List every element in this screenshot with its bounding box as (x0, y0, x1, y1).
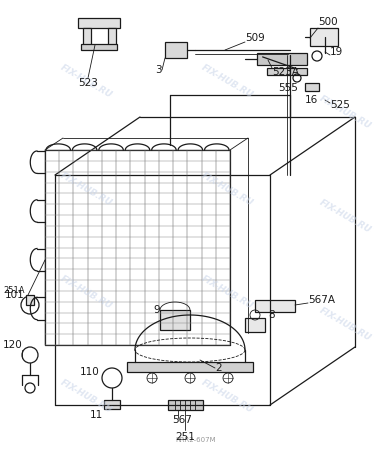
Bar (26, 295, 34, 305)
Bar (267, 68, 307, 75)
Text: 3: 3 (155, 65, 162, 75)
Bar (81, 44, 117, 50)
Bar (310, 28, 338, 46)
Text: FIX-HUB.RU: FIX-HUB.RU (200, 63, 255, 99)
Text: FIX-HUB.RU: FIX-HUB.RU (200, 274, 255, 311)
Text: 251A: 251A (3, 286, 24, 295)
Text: 567: 567 (172, 415, 192, 425)
Bar (83, 28, 91, 48)
Text: FIX-HUB.RU: FIX-HUB.RU (59, 274, 114, 311)
Bar (305, 83, 319, 91)
Text: 16: 16 (305, 95, 318, 105)
Text: 523A: 523A (272, 67, 299, 77)
Text: 101: 101 (5, 290, 25, 300)
Text: FIX-HUB.RU: FIX-HUB.RU (200, 171, 255, 207)
Bar (168, 400, 203, 410)
Bar (255, 300, 295, 312)
Text: FIX-HUB.RU: FIX-HUB.RU (59, 63, 114, 99)
Text: 11: 11 (90, 410, 103, 420)
Text: 120: 120 (3, 340, 23, 350)
Text: 9: 9 (153, 305, 160, 315)
Bar (257, 53, 307, 65)
Text: RRR2-607M: RRR2-607M (176, 437, 216, 443)
Bar (104, 400, 120, 409)
Text: 251: 251 (175, 432, 195, 442)
Bar (127, 362, 253, 372)
Text: 2: 2 (215, 363, 221, 373)
Bar (165, 42, 187, 58)
Text: FIX-HUB.RU: FIX-HUB.RU (318, 94, 372, 131)
Text: 110: 110 (80, 367, 100, 377)
Text: 567A: 567A (308, 295, 335, 305)
Text: FIX-HUB.RU: FIX-HUB.RU (59, 171, 114, 207)
Text: FIX-HUB.RU: FIX-HUB.RU (318, 198, 372, 234)
Text: 525: 525 (330, 100, 350, 110)
Text: 500: 500 (318, 17, 338, 27)
Text: 19: 19 (330, 47, 343, 57)
Text: 523: 523 (78, 78, 98, 88)
Text: FIX-HUB.RU: FIX-HUB.RU (59, 378, 114, 414)
Bar (160, 310, 190, 330)
Bar (78, 18, 120, 28)
Text: 509: 509 (245, 33, 265, 43)
Text: FIX-HUB.RU: FIX-HUB.RU (200, 378, 255, 414)
Bar (245, 318, 265, 332)
Text: 8: 8 (268, 310, 275, 320)
Bar (108, 28, 116, 48)
Text: 555: 555 (278, 83, 298, 93)
Text: FIX-HUB.RU: FIX-HUB.RU (318, 306, 372, 342)
